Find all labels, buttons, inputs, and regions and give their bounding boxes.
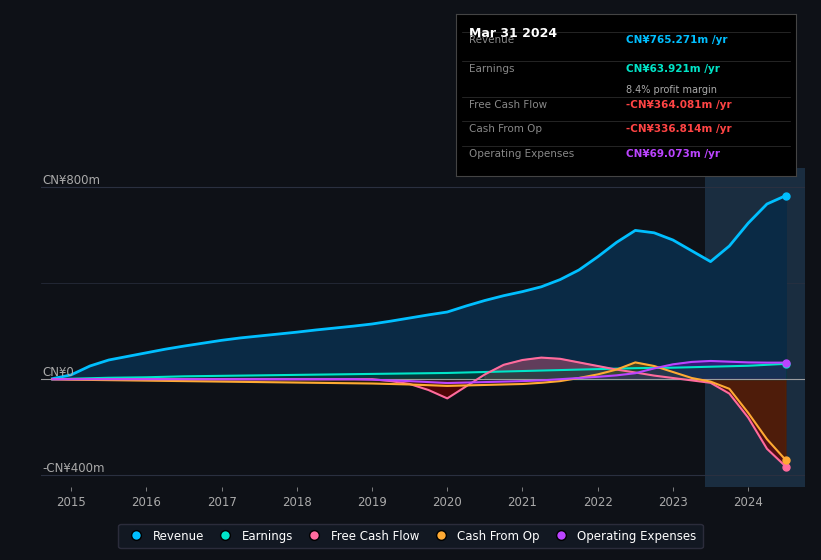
Text: -CN¥400m: -CN¥400m — [43, 462, 105, 475]
Text: Cash From Op: Cash From Op — [470, 124, 543, 134]
Text: CN¥0: CN¥0 — [43, 366, 75, 379]
Text: CN¥800m: CN¥800m — [43, 174, 100, 187]
Text: Revenue: Revenue — [470, 35, 515, 45]
Text: CN¥63.921m /yr: CN¥63.921m /yr — [626, 64, 720, 74]
Text: Earnings: Earnings — [470, 64, 515, 74]
Text: Free Cash Flow: Free Cash Flow — [470, 100, 548, 110]
Text: -CN¥336.814m /yr: -CN¥336.814m /yr — [626, 124, 732, 134]
Text: -CN¥364.081m /yr: -CN¥364.081m /yr — [626, 100, 732, 110]
Text: 8.4% profit margin: 8.4% profit margin — [626, 86, 717, 95]
Legend: Revenue, Earnings, Free Cash Flow, Cash From Op, Operating Expenses: Revenue, Earnings, Free Cash Flow, Cash … — [118, 524, 703, 548]
Text: Mar 31 2024: Mar 31 2024 — [470, 27, 557, 40]
Bar — [704, 168, 805, 487]
Text: Operating Expenses: Operating Expenses — [470, 149, 575, 159]
Text: CN¥765.271m /yr: CN¥765.271m /yr — [626, 35, 727, 45]
Text: CN¥69.073m /yr: CN¥69.073m /yr — [626, 149, 720, 159]
